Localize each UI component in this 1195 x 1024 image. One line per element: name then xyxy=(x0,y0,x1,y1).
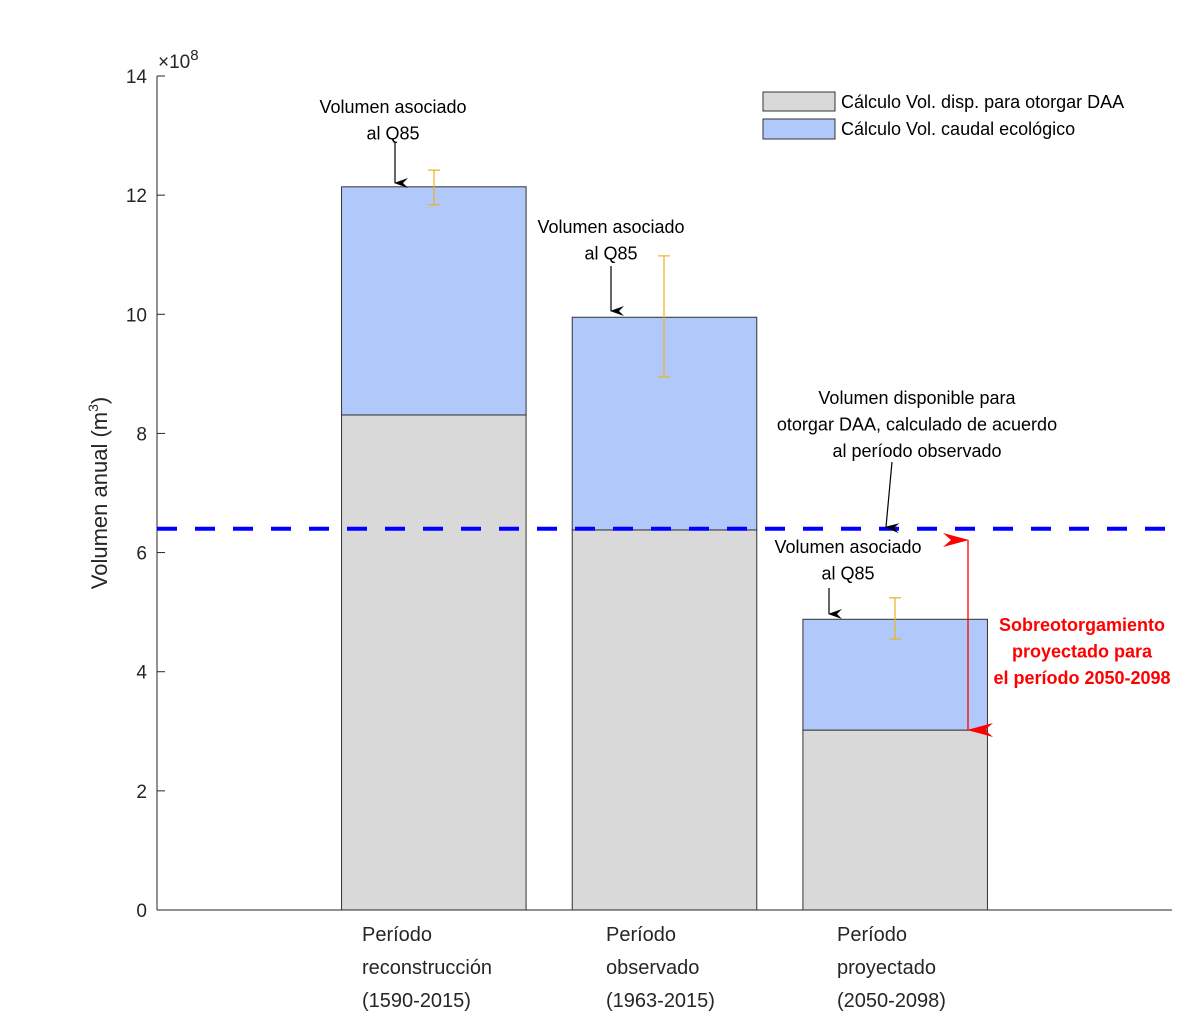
over-allocation-annotation: proyectado para xyxy=(1012,642,1153,662)
category-label: Período xyxy=(606,924,676,946)
annotation-text: Volumen asociado xyxy=(774,537,921,557)
annotation-text: Volumen disponible para xyxy=(818,388,1016,408)
category-label: (1963-2015) xyxy=(606,990,715,1012)
over-allocation-annotation: el período 2050-2098 xyxy=(993,668,1170,688)
legend-swatch-disp-daa xyxy=(762,91,836,112)
y-axis-label-sup: 3 xyxy=(85,404,101,412)
y-axis-label-close: ) xyxy=(87,397,112,404)
y-multiplier-label: ×108 xyxy=(158,47,199,73)
y-multiplier-exponent: 8 xyxy=(190,47,198,64)
annotation-text: al Q85 xyxy=(366,124,419,144)
over-allocation-annotation: Sobreotorgamiento xyxy=(999,615,1165,635)
annotation-text: Volumen asociado xyxy=(319,97,466,117)
bar-segment-caudal-ecologico xyxy=(341,186,527,416)
category-label: reconstrucción xyxy=(362,957,492,979)
y-axis-label: Volumen anual (m3) xyxy=(85,397,112,589)
annotation-text: Volumen asociado xyxy=(537,217,684,237)
annotation-text: al Q85 xyxy=(821,564,874,584)
category-label: (2050-2098) xyxy=(837,990,946,1012)
category-label: (1590-2015) xyxy=(362,990,471,1012)
y-tick-label: 12 xyxy=(126,186,147,207)
category-label: Período xyxy=(837,924,907,946)
bar-segment-disp-daa xyxy=(341,414,527,911)
bar-segment-disp-daa xyxy=(802,729,988,911)
annotation-arrow xyxy=(885,461,900,534)
y-tick-label: 2 xyxy=(136,782,147,803)
y-tick-label: 6 xyxy=(136,544,147,565)
annotation-text: otorgar DAA, calculado de acuerdo xyxy=(777,415,1057,435)
legend-label: Cálculo Vol. caudal ecológico xyxy=(841,119,1075,139)
legend-swatch-caudal-ecologico xyxy=(762,118,836,140)
bar-segment-disp-daa xyxy=(571,529,758,911)
y-tick-label: 14 xyxy=(126,67,148,88)
y-axis-label-text: Volumen anual (m xyxy=(87,412,112,589)
y-tick-label: 4 xyxy=(136,663,147,684)
legend-label: Cálculo Vol. disp. para otorgar DAA xyxy=(841,92,1124,112)
y-tick-label: 10 xyxy=(126,305,147,326)
annotation-text: al período observado xyxy=(832,441,1001,461)
category-label: Período xyxy=(362,924,432,946)
y-tick-label: 8 xyxy=(136,424,147,445)
y-multiplier: ×10 xyxy=(158,52,190,73)
category-label: observado xyxy=(606,957,699,979)
y-tick-label: 0 xyxy=(136,901,147,922)
category-label: proyectado xyxy=(837,957,936,979)
annotation-text: al Q85 xyxy=(584,244,637,264)
